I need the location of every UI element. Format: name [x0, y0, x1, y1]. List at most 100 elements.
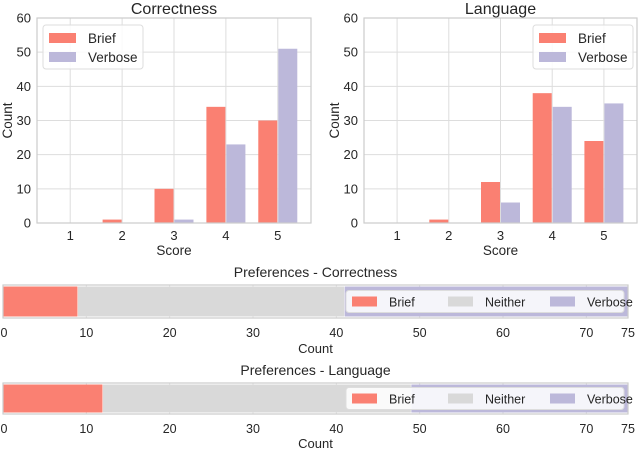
preferences-chart-0: 0 10 20 30 40 50 60 70 75 Preferences - Correctne…: [1, 264, 635, 356]
chart-title: Correctness: [131, 1, 217, 18]
x-tick-label: 40: [329, 422, 343, 436]
y-tick-label: 0: [24, 216, 31, 231]
y-tick-label: 40: [17, 79, 31, 94]
axes-frame: [36, 17, 312, 224]
legend-swatch-neither: [448, 393, 473, 404]
x-tick-label: 10: [79, 326, 93, 340]
y-tick-label: 10: [17, 181, 31, 196]
x-tick-label: 1: [67, 228, 74, 243]
legend-swatch-brief: [352, 296, 377, 307]
legend-label-brief: Brief: [88, 31, 116, 46]
axes-frame: [2, 284, 629, 319]
bar-brief-5: [258, 120, 278, 223]
legend-label-brief: Brief: [389, 393, 415, 407]
preferences-chart-1: 0 10 20 30 40 50 60 70 75 Preferences - Language C…: [1, 362, 635, 451]
y-tick-label: 10: [344, 181, 358, 196]
x-tick-label: 30: [246, 326, 260, 340]
x-tick-label: 5: [600, 228, 607, 243]
bar-verbose-3: [501, 202, 520, 223]
x-tick-label: 50: [413, 326, 427, 340]
y-tick-label: 50: [344, 45, 358, 60]
x-tick-label: 60: [496, 326, 510, 340]
legend-swatch-brief: [49, 33, 76, 43]
y-tick-label: 30: [344, 113, 358, 128]
legend-box: [345, 387, 625, 410]
y-tick-label: 60: [344, 11, 358, 26]
y-tick-label: 0: [351, 216, 358, 231]
legend-label-verbose: Verbose: [88, 50, 138, 65]
x-tick-label: 3: [497, 228, 504, 243]
score-chart-correctness: 0 10 20 30 40 50 60 1 2 3 4 5 Correctness Score Count B…: [0, 1, 312, 258]
x-tick-label: 50: [413, 422, 427, 436]
y-tick-label: 30: [17, 113, 31, 128]
bar-brief-4: [532, 93, 552, 224]
legend-swatch-brief: [352, 393, 377, 404]
chart-title: Language: [465, 1, 536, 18]
chart-title: Preferences - Correctness: [234, 264, 397, 280]
axes-frame: [363, 17, 638, 224]
legend-label-verbose: Verbose: [587, 296, 633, 310]
y-tick-label: 40: [344, 79, 358, 94]
score-chart-language: 0 10 20 30 40 50 60 1 2 3 4 5 Language Score Count Brie…: [327, 1, 638, 258]
chart-title: Preferences - Language: [240, 362, 390, 378]
x-tick-label: 0: [1, 422, 8, 436]
legend-label-neither: Neither: [485, 296, 525, 310]
bar-brief-2: [429, 219, 449, 223]
bar-verbose-5: [278, 48, 298, 223]
x-tick-label: 70: [579, 326, 593, 340]
y-tick-label: 60: [17, 11, 31, 26]
legend: Brief Neither Verbose: [345, 387, 633, 410]
legend-swatch-brief: [539, 33, 566, 43]
x-axis-label: Count: [298, 436, 333, 448]
x-tick-label: 40: [329, 326, 343, 340]
bar-verbose-3: [174, 219, 194, 223]
x-tick-label: 4: [222, 228, 229, 243]
y-axis-label: Count: [0, 102, 15, 138]
x-tick-label: 0: [1, 326, 8, 340]
x-axis-label: Score: [483, 243, 518, 258]
x-axis-label: Count: [298, 341, 333, 356]
legend: Brief Neither Verbose: [345, 290, 633, 313]
legend: Brief Verbose: [532, 24, 634, 70]
bar-brief: [3, 286, 78, 317]
legend-swatch-verbose: [49, 52, 76, 62]
x-tick-label: 60: [496, 422, 510, 436]
legend-swatch-verbose: [539, 52, 566, 62]
x-tick-label: 20: [163, 422, 177, 436]
bar-brief-2: [102, 219, 122, 223]
y-tick-label: 20: [344, 147, 358, 162]
axes-frame: [2, 382, 629, 415]
x-tick-label: 5: [274, 228, 281, 243]
x-tick-label: 30: [246, 422, 260, 436]
bar-neither: [78, 286, 345, 317]
x-tick-label: 75: [621, 326, 635, 340]
x-tick-label: 20: [163, 326, 177, 340]
bar-brief-5: [584, 141, 604, 223]
legend-label-neither: Neither: [485, 393, 525, 407]
x-tick-label: 3: [170, 228, 177, 243]
legend-box: [345, 290, 625, 313]
bar-verbose-4: [552, 106, 572, 223]
y-tick-label: 20: [17, 147, 31, 162]
legend-label-verbose: Verbose: [587, 393, 633, 407]
x-tick-label: 4: [549, 228, 556, 243]
legend-label-brief: Brief: [389, 296, 415, 310]
bar-brief-4: [206, 106, 226, 223]
bar-verbose-5: [604, 103, 624, 223]
x-tick-label: 10: [79, 422, 93, 436]
legend-label-brief: Brief: [578, 31, 606, 46]
bar-brief-3: [154, 188, 174, 223]
x-axis-label: Score: [156, 243, 191, 258]
bar-verbose-4: [226, 144, 246, 223]
x-tick-label: 1: [393, 228, 400, 243]
x-tick-label: 2: [445, 228, 452, 243]
legend-label-verbose: Verbose: [578, 50, 628, 65]
legend-swatch-neither: [448, 296, 473, 307]
bar-brief-3: [481, 182, 500, 223]
legend-swatch-verbose: [550, 296, 575, 307]
x-tick-label: 70: [579, 422, 593, 436]
x-tick-label: 2: [118, 228, 125, 243]
bar-brief: [3, 384, 103, 413]
x-tick-label: 75: [621, 422, 635, 436]
